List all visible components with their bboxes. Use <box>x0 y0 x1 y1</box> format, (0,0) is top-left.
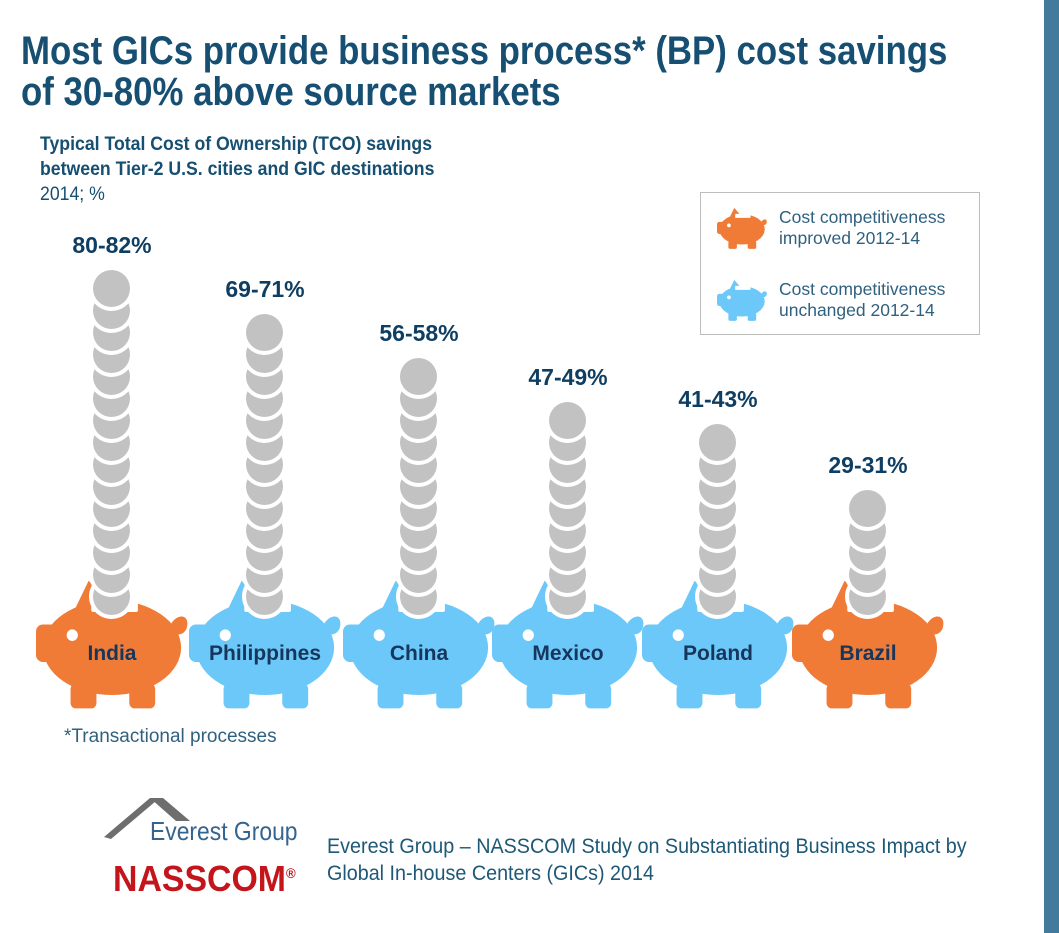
legend-item-improved: Cost competitiveness improved 2012-14 <box>717 203 945 253</box>
value-label: 69-71% <box>225 276 305 302</box>
chart-subtitle-line2: between Tier-2 U.S. cities and GIC desti… <box>40 159 435 180</box>
value-label: 29-31% <box>828 452 908 478</box>
piggy-bank-icon <box>492 578 644 712</box>
source-line1: Everest Group – NASSCOM Study on Substan… <box>327 835 967 858</box>
legend-item-label: Cost competitiveness improved 2012-14 <box>779 207 945 249</box>
page-title-line2: of 30-80% above source markets <box>21 70 561 114</box>
coin-icon <box>549 402 586 439</box>
country-label: India <box>87 642 137 665</box>
chart-subtitle-units: 2014; % <box>40 184 105 205</box>
chart-subtitle: Typical Total Cost of Ownership (TCO) sa… <box>40 132 434 207</box>
chart-column-china: 56-58% China <box>343 0 495 730</box>
piggy-bank-icon <box>36 578 188 712</box>
country-label: China <box>389 642 449 665</box>
page-title-line1: Most GICs provide business process* (BP)… <box>21 29 948 73</box>
chart-column-india: 80-82% India <box>36 0 188 730</box>
legend-label-line2: improved 2012-14 <box>779 228 921 248</box>
nasscom-logo: NASSCOM® <box>113 858 296 900</box>
country-label: Mexico <box>532 642 604 665</box>
legend-item-unchanged: Cost competitiveness unchanged 2012-14 <box>717 275 945 325</box>
legend-label-line2: unchanged 2012-14 <box>779 300 935 320</box>
legend-label-line1: Cost competitiveness <box>779 207 946 227</box>
page-title: Most GICs provide business process* (BP)… <box>21 31 947 113</box>
country-label: Poland <box>682 642 753 665</box>
everest-mountain-icon <box>104 798 190 839</box>
country-label: Philippines <box>208 642 321 665</box>
nasscom-logo-text: NASSCOM <box>113 858 286 899</box>
chart-column-mexico: 47-49% Mexico <box>492 0 644 730</box>
coin-icon <box>400 358 437 395</box>
legend-label-line1: Cost competitiveness <box>779 279 946 299</box>
piggy-bank-blue-icon <box>717 279 767 322</box>
chart-column-brazil: 29-31% Brazil <box>792 0 944 730</box>
value-label: 56-58% <box>379 320 459 346</box>
piggy-bank-orange-icon <box>717 207 767 250</box>
chart-column-philippines: 69-71% Philippines <box>189 0 341 730</box>
registered-trademark-icon: ® <box>285 865 296 881</box>
value-label: 80-82% <box>72 232 152 258</box>
value-label: 41-43% <box>678 386 758 412</box>
source-attribution: Everest Group – NASSCOM Study on Substan… <box>327 833 967 887</box>
chart-subtitle-line1: Typical Total Cost of Ownership (TCO) sa… <box>40 134 433 155</box>
legend: Cost competitiveness improved 2012-14 Co… <box>700 192 980 335</box>
source-line2: Global In-house Centers (GICs) 2014 <box>327 862 654 885</box>
right-edge-accent-bar <box>1044 0 1059 933</box>
country-label: Brazil <box>839 642 897 665</box>
coin-icon <box>849 490 886 527</box>
everest-group-logo: Everest Group <box>104 788 304 848</box>
chart-column-poland: 41-43% Poland <box>642 0 794 730</box>
everest-logo-text: Everest Group <box>150 816 298 846</box>
footnote: *Transactional processes <box>64 726 277 747</box>
coin-icon <box>93 270 130 307</box>
coin-icon <box>246 314 283 351</box>
value-label: 47-49% <box>528 364 608 390</box>
coin-icon <box>699 424 736 461</box>
legend-item-label: Cost competitiveness unchanged 2012-14 <box>779 279 945 321</box>
